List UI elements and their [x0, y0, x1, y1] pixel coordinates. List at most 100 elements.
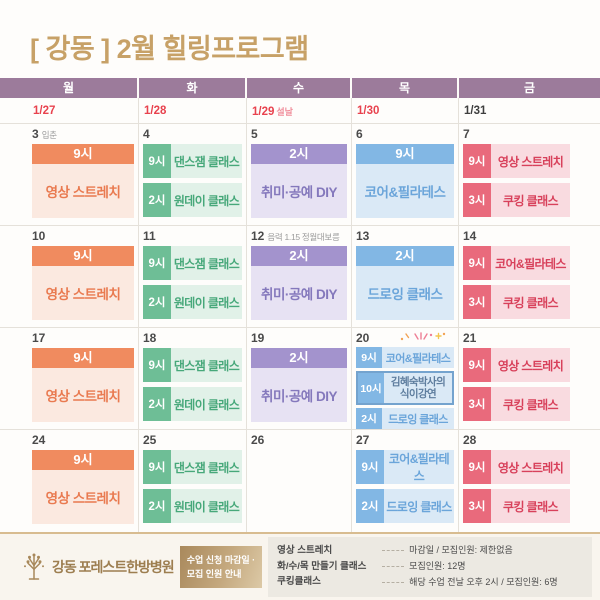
program-time: 9시 — [32, 246, 134, 266]
program-name: 영상 스트레치 — [32, 266, 134, 320]
program-item: 3시 쿠킹 클래스 — [463, 183, 570, 217]
program-name: 댄스잼 클래스 — [171, 450, 242, 484]
weekday-header-thu: 목 — [352, 78, 459, 98]
program-time: 9시 — [463, 246, 491, 280]
date-label: 1/31 — [464, 105, 487, 117]
program-time: 2시 — [143, 183, 171, 217]
program-name: 드로잉 클래스 — [356, 266, 454, 320]
program-card: 9시 코어&필라테스 3시 쿠킹 클래스 — [463, 246, 570, 319]
program-time: 2시 — [356, 408, 382, 429]
day-number: 27 — [356, 433, 370, 447]
day-cell-12: 12 음력 1.15 정월대보름 2시 취미·공예 DIY — [247, 226, 352, 328]
program-card: 9시 댄스잼 클래스 2시 원데이 클래스 — [143, 450, 242, 523]
day-number: 14 — [463, 229, 477, 243]
legend-value: 마감일 / 모집인원: 제한없음 — [409, 545, 513, 556]
program-time: 3시 — [463, 489, 491, 523]
program-time: 2시 — [251, 348, 347, 368]
tree-logo-icon — [24, 553, 44, 580]
day-number: 28 — [463, 433, 477, 447]
program-name: 댄스잼 클래스 — [171, 246, 242, 280]
notice-badge-line1: 수업 신청 마감일 · — [186, 554, 256, 565]
program-item: 2시 원데이 클래스 — [143, 387, 242, 421]
program-name: 드로잉 클래스 — [382, 408, 454, 429]
day-cell-26: 26 — [247, 430, 352, 532]
legend-label: 쿠킹클래스 — [277, 576, 321, 588]
program-name: 영상 스트레치 — [32, 368, 134, 422]
program-item: 2시 원데이 클래스 — [143, 285, 242, 319]
program-name: 드로잉 클래스 — [384, 489, 454, 523]
program-name: 코어&필라테스 — [384, 450, 454, 484]
day-cell-14: 14 9시 코어&필라테스 3시 쿠킹 클래스 — [459, 226, 600, 328]
program-time: 2시 — [356, 489, 384, 523]
program-card: 9시 영상 스트레치 3시 쿠킹 클래스 — [463, 348, 570, 421]
program-name: 코어&필라테스 — [491, 246, 570, 280]
day-number: 7 — [463, 127, 470, 141]
program-time: 9시 — [143, 246, 171, 280]
program-name: 쿠킹 클래스 — [491, 183, 570, 217]
day-cell-20: 20 — [352, 328, 459, 430]
program-item: 9시 영상 스트레치 — [463, 450, 570, 484]
legend-row: 쿠킹클래스 해당 수업 전날 오후 2시 / 모집인원: 6명 — [277, 574, 583, 590]
legend-leader-line — [382, 581, 405, 583]
program-name: 영상 스트레치 — [32, 470, 134, 524]
program-item: 9시 영상 스트레치 — [463, 144, 570, 178]
legend-label: 영상 스트레치 — [277, 544, 333, 556]
program-time: 9시 — [143, 144, 171, 178]
program-card: 9시 영상 스트레치 — [32, 246, 134, 320]
program-item: 9시 댄스잼 클래스 — [143, 246, 242, 280]
program-time: 10시 — [358, 373, 384, 403]
day-note: 음력 1.15 정월대보름 — [267, 232, 340, 242]
day-cell-28: 28 9시 영상 스트레치 3시 쿠킹 클래스 — [459, 430, 600, 532]
day-note: 입춘 — [41, 130, 57, 140]
program-item: 9시 코어&필라테스 — [463, 246, 570, 280]
program-name: 영상 스트레치 — [32, 164, 134, 218]
program-time: 2시 — [356, 246, 454, 266]
program-card: 2시 드로잉 클래스 — [356, 246, 454, 320]
program-card: 9시 댄스잼 클래스 2시 원데이 클래스 — [143, 246, 242, 319]
day-cell-5: 5 2시 취미·공예 DIY — [247, 124, 352, 226]
title-bar: [ 강동 ] 2월 힐링프로그램 — [0, 0, 600, 78]
program-item: 9시 영상 스트레치 — [463, 348, 570, 382]
program-item: 9시 코어&필라테스 — [356, 450, 454, 484]
program-item: 3시 쿠킹 클래스 — [463, 387, 570, 421]
program-item: 9시 댄스잼 클래스 — [143, 348, 242, 382]
program-item: 9시 코어&필라테스 — [356, 347, 454, 368]
program-time: 3시 — [463, 387, 491, 421]
day-cell-4: 4 9시 댄스잼 클래스 2시 원데이 클래스 — [139, 124, 247, 226]
day-cell-18: 18 9시 댄스잼 클래스 2시 원데이 클래스 — [139, 328, 247, 430]
weekday-header-wed: 수 — [247, 78, 352, 98]
program-time: 3시 — [463, 183, 491, 217]
program-item: 2시 드로잉 클래스 — [356, 408, 454, 429]
program-name: 취미·공예 DIY — [251, 266, 347, 320]
program-item: 3시 쿠킹 클래스 — [463, 489, 570, 523]
day-cell-7: 7 9시 영상 스트레치 3시 쿠킹 클래스 — [459, 124, 600, 226]
program-name: 김혜숙박사의 식이강연 — [384, 373, 452, 403]
program-card: 9시 코어&필라테스 10시 김혜숙박사의 식이강연 2시 드로잉 클래스 — [356, 347, 454, 429]
date-cell: 1/28 — [139, 98, 247, 124]
program-name: 영상 스트레치 — [491, 348, 570, 382]
day-cell-21: 21 9시 영상 스트레치 3시 쿠킹 클래스 — [459, 328, 600, 430]
program-card: 2시 취미·공예 DIY — [251, 246, 347, 320]
day-number: 3 — [32, 127, 39, 141]
program-card: 9시 영상 스트레치 — [32, 348, 134, 422]
program-name: 영상 스트레치 — [491, 450, 570, 484]
program-card: 2시 취미·공예 DIY — [251, 144, 347, 218]
program-time: 9시 — [463, 450, 491, 484]
program-item: 2시 드로잉 클래스 — [356, 489, 454, 523]
program-name: 취미·공예 DIY — [251, 164, 347, 218]
program-time: 3시 — [463, 285, 491, 319]
program-time: 9시 — [143, 348, 171, 382]
date-label: 1/27 — [33, 105, 56, 117]
legend-row: 화/수/목 만들기 클래스 모집인원: 12명 — [277, 559, 583, 575]
weekday-header-mon: 월 — [0, 78, 139, 98]
program-card: 2시 취미·공예 DIY — [251, 348, 347, 422]
footer: 강동 포레스트한방병원 수업 신청 마감일 · 모집 인원 안내 영상 스트레치… — [0, 532, 600, 600]
program-name: 코어&필라테스 — [382, 347, 454, 368]
program-name: 쿠킹 클래스 — [491, 387, 570, 421]
legend-value: 해당 수업 전날 오후 2시 / 모집인원: 6명 — [409, 576, 558, 587]
program-name: 댄스잼 클래스 — [171, 144, 242, 178]
day-number: 10 — [32, 229, 46, 243]
day-cell-27: 27 9시 코어&필라테스 2시 드로잉 클래스 — [352, 430, 459, 532]
hospital-brand: 강동 포레스트한방병원 — [22, 552, 175, 582]
